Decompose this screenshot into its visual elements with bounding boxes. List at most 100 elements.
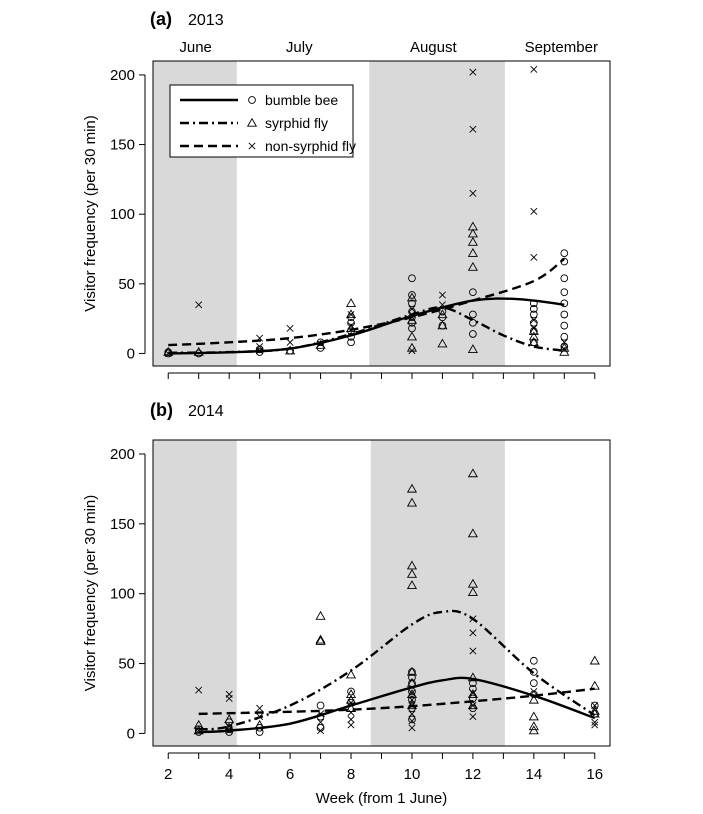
point-b-bumble-bee-14 (408, 696, 416, 704)
point-b-non-syrphid-fly-7 (256, 704, 264, 712)
point-a-syrphid-fly-3 (315, 339, 326, 349)
point-a-bumble-bee-9 (347, 332, 355, 341)
shaded-band-b-0 (153, 440, 237, 746)
point-b-non-syrphid-fly-13 (347, 708, 355, 716)
point-a-non-syrphid-fly-6 (286, 324, 294, 332)
point-a-non-syrphid-fly-8 (347, 322, 355, 330)
trend-line-a-bumble-bee (168, 297, 565, 355)
plot-frame-b (152, 439, 611, 747)
y-axis-label-b: Visitor frequency (per 30 min) (82, 495, 99, 691)
point-a-non-syrphid-fly-5 (286, 338, 294, 346)
point-a-bumble-bee-30 (529, 310, 538, 319)
shaded-band-b-1 (370, 440, 505, 746)
point-b-syrphid-fly-20 (406, 483, 418, 493)
plot-frame-a (152, 60, 611, 367)
point-a-bumble-bee-3 (255, 348, 264, 356)
point-b-non-syrphid-fly-22 (469, 701, 477, 709)
month-label-june: June (179, 39, 212, 56)
point-a-bumble-bee-37 (560, 299, 569, 308)
point-a-non-syrphid-fly-19 (530, 316, 538, 324)
point-a-bumble-bee-7 (316, 338, 325, 347)
point-a-non-syrphid-fly-24 (560, 338, 568, 346)
point-a-bumble-bee-18 (408, 291, 416, 299)
point-a-non-syrphid-fly-7 (317, 340, 325, 348)
point-b-bumble-bee-12 (408, 715, 416, 724)
point-b-bumble-bee-26 (529, 656, 538, 665)
point-b-syrphid-fly-18 (406, 560, 418, 570)
point-b-syrphid-fly-1 (193, 719, 204, 729)
point-a-non-syrphid-fly-16 (469, 125, 477, 133)
trend-line-b-syrphid-fly (198, 609, 596, 731)
point-a-syrphid-fly-16 (467, 247, 478, 257)
point-b-syrphid-fly-23 (467, 672, 478, 682)
point-b-bumble-bee-21 (469, 684, 477, 693)
point-a-syrphid-fly-1 (193, 346, 204, 356)
legend-marker-bumble-bee (248, 96, 256, 104)
point-a-bumble-bee-23 (469, 330, 477, 338)
point-b-syrphid-fly-6 (315, 634, 326, 644)
point-b-syrphid-fly-14 (406, 677, 418, 687)
point-b-syrphid-fly-33 (589, 705, 600, 715)
point-a-bumble-bee-41 (560, 249, 569, 258)
trend-lines-a (168, 257, 566, 355)
point-a-bumble-bee-38 (560, 288, 569, 297)
point-b-syrphid-fly-5 (315, 635, 326, 645)
point-b-syrphid-fly-24 (467, 587, 478, 596)
y-tick-label-b-50: 50 (118, 656, 135, 673)
point-a-bumble-bee-17 (408, 299, 416, 308)
legend-marker-non-syrphid-fly (248, 142, 256, 150)
point-b-syrphid-fly-29 (528, 721, 539, 731)
point-b-non-syrphid-fly-0 (195, 727, 203, 735)
point-a-non-syrphid-fly-9 (347, 310, 355, 318)
legend-label-bumble-bee: bumble bee (265, 92, 338, 108)
point-a-bumble-bee-40 (560, 257, 569, 266)
x-tick-label-b-14: 14 (525, 766, 542, 783)
point-a-bumble-bee-39 (560, 274, 569, 283)
x-tick-label-b-2: 2 (164, 766, 172, 783)
shaded-band-a-1 (369, 61, 505, 366)
point-a-syrphid-fly-18 (467, 228, 478, 238)
point-a-syrphid-fly-15 (467, 261, 478, 271)
point-b-syrphid-fly-16 (406, 580, 418, 589)
y-tick-label-b-150: 150 (110, 516, 135, 533)
point-b-non-syrphid-fly-14 (347, 699, 355, 707)
panel-title-b: 2014 (188, 403, 224, 420)
point-a-non-syrphid-fly-0 (164, 349, 172, 357)
x-axis-b: 2 4 6 8 10 12 14 16 (164, 752, 603, 783)
point-b-bumble-bee-17 (408, 673, 416, 682)
point-a-non-syrphid-fly-21 (530, 207, 538, 215)
point-a-non-syrphid-fly-17 (469, 68, 477, 76)
month-label-august: August (410, 39, 458, 56)
point-b-non-syrphid-fly-23 (469, 689, 477, 697)
point-b-non-syrphid-fly-5 (225, 690, 233, 698)
y-axis-b: 0 50 100 150 200 (110, 446, 146, 742)
point-b-syrphid-fly-21 (467, 700, 478, 710)
point-b-non-syrphid-fly-30 (591, 701, 599, 709)
data-points-b (193, 468, 600, 736)
point-a-bumble-bee-34 (560, 332, 569, 341)
point-b-syrphid-fly-34 (589, 680, 600, 690)
y-axis-a: 0 50 100 150 200 (110, 67, 146, 362)
point-a-syrphid-fly-11 (437, 338, 448, 348)
legend-label-syrphid-fly: syrphid fly (265, 115, 328, 131)
point-b-syrphid-fly-3 (224, 714, 235, 724)
point-b-non-syrphid-fly-3 (225, 722, 233, 730)
point-b-syrphid-fly-27 (467, 468, 478, 478)
shaded-bands-b (153, 440, 505, 746)
x-axis-a (167, 372, 596, 379)
point-b-syrphid-fly-11 (345, 669, 357, 679)
point-a-non-syrphid-fly-3 (256, 342, 264, 351)
point-a-syrphid-fly-12 (437, 320, 448, 330)
point-b-non-syrphid-fly-16 (408, 717, 416, 725)
panel-a-2013: (a) 2013 June July August September 0 50 100 1… (82, 9, 611, 379)
point-b-non-syrphid-fly-24 (469, 647, 477, 655)
point-a-bumble-bee-22 (438, 307, 447, 316)
point-b-syrphid-fly-8 (345, 703, 357, 712)
point-b-non-syrphid-fly-12 (347, 715, 355, 723)
point-b-bumble-bee-22 (469, 679, 477, 687)
point-a-syrphid-fly-20 (528, 337, 539, 346)
point-a-bumble-bee-31 (529, 305, 538, 313)
x-axis-label-b: Week (from 1 June) (316, 790, 447, 807)
point-b-bumble-bee-24 (529, 679, 538, 687)
